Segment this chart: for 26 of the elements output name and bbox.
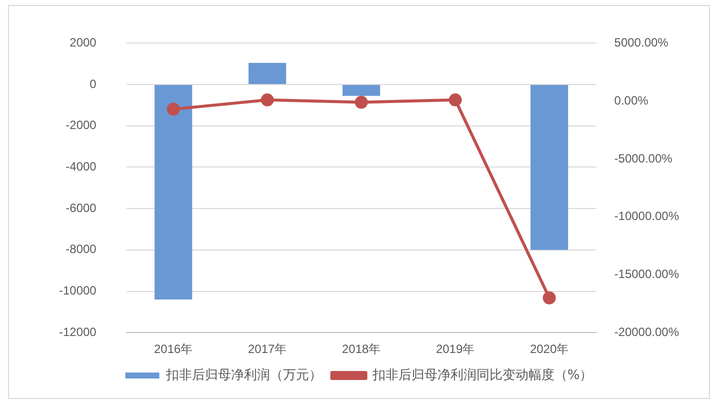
y2-tick-label: 0.00% [614, 93, 649, 108]
point [448, 93, 462, 106]
point [542, 291, 556, 304]
x-tick-label: 2018年 [342, 342, 381, 356]
x-tick-label: 2017年 [248, 342, 287, 356]
point [260, 93, 274, 106]
y-tick-label: -12000 [58, 324, 97, 339]
y-tick-label: -8000 [66, 242, 97, 256]
y2-tick-label: 5000.00% [614, 36, 669, 50]
y2-tick-label: -10000.00% [614, 209, 680, 224]
y2-tick-label: -20000.00% [614, 324, 680, 339]
y-tick-label: -4000 [66, 160, 97, 174]
x-tick-label: 2020年 [530, 342, 569, 356]
point [354, 96, 368, 109]
x-tick-label: 2016年 [154, 342, 193, 356]
y-tick-label: -6000 [66, 200, 97, 215]
y-tick-label: 2000 [70, 36, 97, 50]
y2-tick-label: -5000.00% [614, 151, 673, 166]
y2-tick-label: -15000.00% [614, 267, 680, 282]
y-tick-label: -2000 [66, 118, 97, 132]
y-tick-label: -10000 [58, 284, 97, 298]
legend-label: 扣非后归母净利润同比变动幅度（%） [371, 366, 593, 383]
x-tick-label: 2019年 [436, 342, 475, 356]
legend-label: 扣非后归母净利润（万元） [164, 368, 322, 383]
y-tick-label: 0 [90, 76, 97, 91]
point [166, 102, 180, 116]
